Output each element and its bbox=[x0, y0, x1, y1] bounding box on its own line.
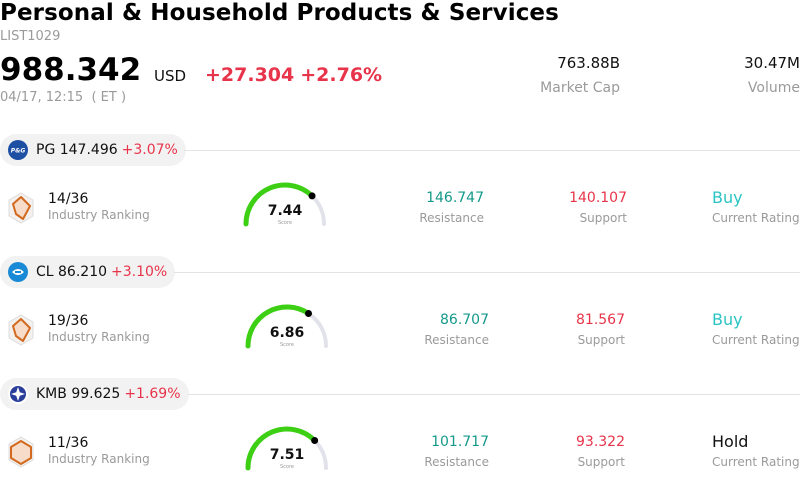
resistance-metric: 101.717 Resistance bbox=[424, 434, 489, 469]
industry-ranking-value: 19/36 bbox=[48, 313, 89, 329]
volume-label: Volume bbox=[747, 80, 800, 96]
ranking-shield-icon bbox=[8, 314, 34, 346]
support-label: Support bbox=[579, 211, 627, 225]
support-metric: 81.567 Support bbox=[576, 312, 625, 347]
support-label: Support bbox=[577, 333, 625, 347]
rating-value: Buy bbox=[712, 188, 743, 207]
resistance-metric: 86.707 Resistance bbox=[424, 312, 489, 347]
section-divider bbox=[188, 394, 800, 395]
stock-pill[interactable]: P&G PG 147.496 +3.07% bbox=[0, 134, 186, 166]
section-divider bbox=[174, 272, 800, 273]
cl-logo-icon bbox=[8, 262, 28, 282]
section-divider bbox=[184, 150, 800, 151]
price-change: +27.304 +2.76% bbox=[205, 64, 382, 86]
score-label: Score bbox=[279, 342, 294, 348]
score-gauge bbox=[243, 182, 326, 227]
stock-change-percent: +1.69% bbox=[124, 386, 181, 402]
rating-label: Current Rating bbox=[712, 333, 800, 347]
gauge-needle-dot bbox=[305, 309, 313, 317]
index-price: 988.342 bbox=[0, 52, 142, 88]
pg-logo-icon: P&G bbox=[8, 140, 28, 160]
industry-ranking-value: 14/36 bbox=[48, 191, 89, 207]
resistance-label: Resistance bbox=[424, 333, 489, 347]
rating-value: Buy bbox=[712, 310, 743, 329]
gauge-needle-dot bbox=[311, 437, 319, 445]
stock-symbol-price: PG 147.496 bbox=[36, 142, 118, 158]
rating-label: Current Rating bbox=[712, 455, 800, 469]
stock-symbol-price: CL 86.210 bbox=[36, 264, 108, 280]
stock-symbol-price: KMB 99.625 bbox=[36, 386, 121, 402]
stock-card: CL 86.210 +3.10% 19/36 Industry Ranking … bbox=[0, 256, 800, 378]
resistance-label: Resistance bbox=[419, 211, 484, 225]
score-label: Score bbox=[277, 220, 292, 226]
resistance-value: 101.717 bbox=[431, 434, 489, 450]
volume-stat: 30.47M Volume bbox=[744, 54, 800, 96]
current-rating: Hold Current Rating bbox=[712, 432, 800, 469]
currency-label: USD bbox=[154, 67, 187, 85]
rating-label: Current Rating bbox=[712, 211, 800, 225]
current-rating: Buy Current Rating bbox=[712, 310, 800, 347]
timestamp: 04/17, 12:15 ( ET ) bbox=[0, 90, 127, 105]
score-value: 7.51 bbox=[269, 447, 305, 463]
change-absolute: +27.304 bbox=[205, 64, 295, 86]
stock-change-percent: +3.10% bbox=[111, 264, 168, 280]
gauge-fill bbox=[243, 182, 315, 227]
page-title: Personal & Household Products & Services bbox=[0, 0, 559, 26]
rating-value: Hold bbox=[712, 432, 749, 451]
stock-card: P&G PG 147.496 +3.07% 14/36 Industry Ran… bbox=[0, 134, 800, 256]
stock-pill[interactable]: KMB 99.625 +1.69% bbox=[0, 378, 189, 410]
stock-change-percent: +3.07% bbox=[121, 142, 178, 158]
gauge-needle-dot bbox=[308, 192, 316, 200]
stock-card: KMB 99.625 +1.69% 11/36 Industry Ranking… bbox=[0, 378, 800, 488]
score-gauge bbox=[245, 304, 328, 349]
index-code: LIST1029 bbox=[0, 29, 61, 44]
market-cap-value: 763.88B bbox=[557, 54, 620, 72]
support-value: 140.107 bbox=[569, 190, 627, 206]
support-label: Support bbox=[577, 455, 625, 469]
resistance-value: 146.747 bbox=[426, 190, 484, 206]
market-cap-label: Market Cap bbox=[540, 80, 620, 96]
ranking-shield-icon bbox=[8, 436, 34, 468]
support-value: 93.322 bbox=[576, 434, 625, 450]
current-rating: Buy Current Rating bbox=[712, 188, 800, 225]
gauge-fill bbox=[245, 304, 312, 349]
industry-ranking-value: 11/36 bbox=[48, 435, 89, 451]
volume-value: 30.47M bbox=[744, 54, 800, 72]
score-value: 7.44 bbox=[267, 203, 303, 219]
resistance-label: Resistance bbox=[424, 455, 489, 469]
industry-ranking-label: Industry Ranking bbox=[48, 330, 150, 344]
support-value: 81.567 bbox=[576, 312, 625, 328]
stock-pill[interactable]: CL 86.210 +3.10% bbox=[0, 256, 176, 288]
market-cap-stat: 763.88B Market Cap bbox=[540, 54, 620, 96]
svg-text:P&G: P&G bbox=[11, 148, 26, 155]
score-value: 6.86 bbox=[269, 325, 305, 341]
gauge-fill bbox=[245, 426, 318, 471]
resistance-metric: 146.747 Resistance bbox=[419, 190, 484, 225]
kmb-logo-icon bbox=[8, 384, 28, 404]
industry-ranking-label: Industry Ranking bbox=[48, 208, 150, 222]
support-metric: 93.322 Support bbox=[576, 434, 625, 469]
score-label: Score bbox=[279, 464, 294, 470]
change-percent: +2.76% bbox=[300, 64, 383, 86]
score-gauge bbox=[245, 426, 328, 471]
resistance-value: 86.707 bbox=[440, 312, 489, 328]
support-metric: 140.107 Support bbox=[569, 190, 627, 225]
industry-ranking-label: Industry Ranking bbox=[48, 452, 150, 466]
ranking-shield-icon bbox=[8, 192, 34, 224]
